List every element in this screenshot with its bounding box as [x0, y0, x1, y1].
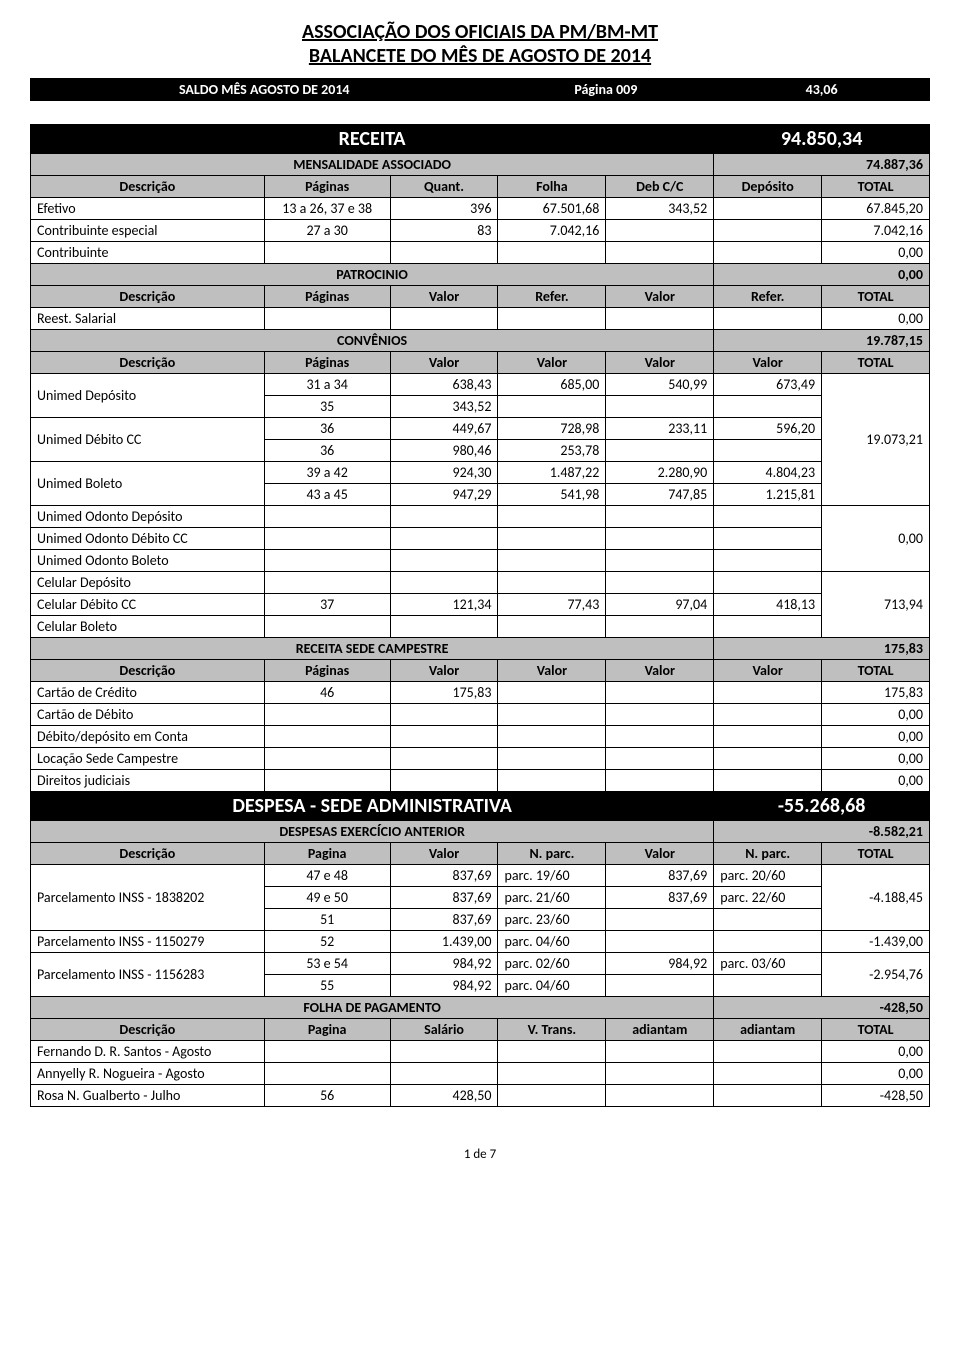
celular-boleto-row: Celular Boleto — [31, 616, 930, 638]
unimed-deposito-row: Unimed Depósito 31 a 34 638,43 685,00 54… — [31, 374, 930, 396]
unimed-boleto-row: Unimed Boleto 39 a 42 924,30 1.487,22 2.… — [31, 462, 930, 484]
folha-header-row: Descrição Pagina Salário V. Trans. adian… — [31, 1019, 930, 1041]
table-row: Cartão de Débito0,00 — [31, 704, 930, 726]
exercicio-label: DESPESAS EXERCÍCIO ANTERIOR — [31, 821, 714, 843]
odonto-total: 0,00 — [822, 506, 930, 572]
odonto-debito-row: Unimed Odonto Débito CC — [31, 528, 930, 550]
celular-debito-row: Celular Débito CC 37 121,34 77,43 97,04 … — [31, 594, 930, 616]
table-row: Contribuinte0,00 — [31, 242, 930, 264]
unimed-total: 19.073,21 — [822, 374, 930, 506]
table-row: Rosa N. Gualberto - Julho56428,50-428,50 — [31, 1085, 930, 1107]
table-row: Cartão de Crédito46175,83175,83 — [31, 682, 930, 704]
saldo-valor: 43,06 — [714, 79, 930, 101]
saldo-table: SALDO MÊS AGOSTO DE 2014 Página 009 43,0… — [30, 78, 930, 101]
mensalidade-header-row: Descrição Páginas Quant. Folha Deb C/C D… — [31, 176, 930, 198]
convenios-label: CONVÊNIOS — [31, 330, 714, 352]
table-row: Débito/depósito em Conta0,00 — [31, 726, 930, 748]
odonto-boleto-row: Unimed Odonto Boleto — [31, 550, 930, 572]
sede-campestre-label: RECEITA SEDE CAMPESTRE — [31, 638, 714, 660]
inss1150279-row: Parcelamento INSS - 1150279 52 1.439,00 … — [31, 931, 930, 953]
saldo-pagina: Página 009 — [498, 79, 714, 101]
table-row: Contribuinte especial27 a 30837.042,167.… — [31, 220, 930, 242]
inss1156283-row1: Parcelamento INSS - 1156283 53 e 54 984,… — [31, 953, 930, 975]
folha-valor: -428,50 — [714, 997, 930, 1019]
mensalidade-valor: 74.887,36 — [714, 154, 930, 176]
receita-table: RECEITA 94.850,34 MENSALIDADE ASSOCIADO … — [30, 124, 930, 1107]
sede-campestre-valor: 175,83 — [714, 638, 930, 660]
convenios-valor: 19.787,15 — [714, 330, 930, 352]
unimed-debito-row: Unimed Débito CC 36 449,67 728,98 233,11… — [31, 418, 930, 440]
table-row: Annyelly R. Nogueira - Agosto0,00 — [31, 1063, 930, 1085]
odonto-deposito-row: Unimed Odonto Depósito 0,00 — [31, 506, 930, 528]
table-row: Fernando D. R. Santos - Agosto0,00 — [31, 1041, 930, 1063]
despesa-title: DESPESA - SEDE ADMINISTRATIVA — [31, 792, 714, 821]
convenios-header-row: Descrição Páginas Valor Valor Valor Valo… — [31, 352, 930, 374]
table-row: Reest. Salarial0,00 — [31, 308, 930, 330]
saldo-label: SALDO MÊS AGOSTO DE 2014 — [31, 79, 498, 101]
title-line-2: BALANCETE DO MÊS DE AGOSTO DE 2014 — [30, 44, 930, 68]
page-number: 1 de 7 — [30, 1147, 930, 1162]
doc-title: ASSOCIAÇÃO DOS OFICIAIS DA PM/BM-MT BALA… — [30, 20, 930, 68]
celular-total: 713,94 — [822, 572, 930, 638]
sede-header-row: Descrição Páginas Valor Valor Valor Valo… — [31, 660, 930, 682]
mensalidade-label: MENSALIDADE ASSOCIADO — [31, 154, 714, 176]
table-row: Locação Sede Campestre0,00 — [31, 748, 930, 770]
receita-title: RECEITA — [31, 125, 714, 154]
table-row: Efetivo13 a 26, 37 e 3839667.501,68343,5… — [31, 198, 930, 220]
exercicio-header-row: Descrição Pagina Valor N. parc. Valor N.… — [31, 843, 930, 865]
table-row: Direitos judiciais0,00 — [31, 770, 930, 792]
patrocinio-header-row: Descrição Páginas Valor Refer. Valor Ref… — [31, 286, 930, 308]
despesa-total: -55.268,68 — [714, 792, 930, 821]
inss1838202-row1: Parcelamento INSS - 1838202 47 e 48 837,… — [31, 865, 930, 887]
celular-deposito-row: Celular Depósito 713,94 — [31, 572, 930, 594]
patrocinio-label: PATROCINIO — [31, 264, 714, 286]
exercicio-valor: -8.582,21 — [714, 821, 930, 843]
title-line-1: ASSOCIAÇÃO DOS OFICIAIS DA PM/BM-MT — [30, 20, 930, 44]
patrocinio-valor: 0,00 — [714, 264, 930, 286]
folha-label: FOLHA DE PAGAMENTO — [31, 997, 714, 1019]
receita-total: 94.850,34 — [714, 125, 930, 154]
